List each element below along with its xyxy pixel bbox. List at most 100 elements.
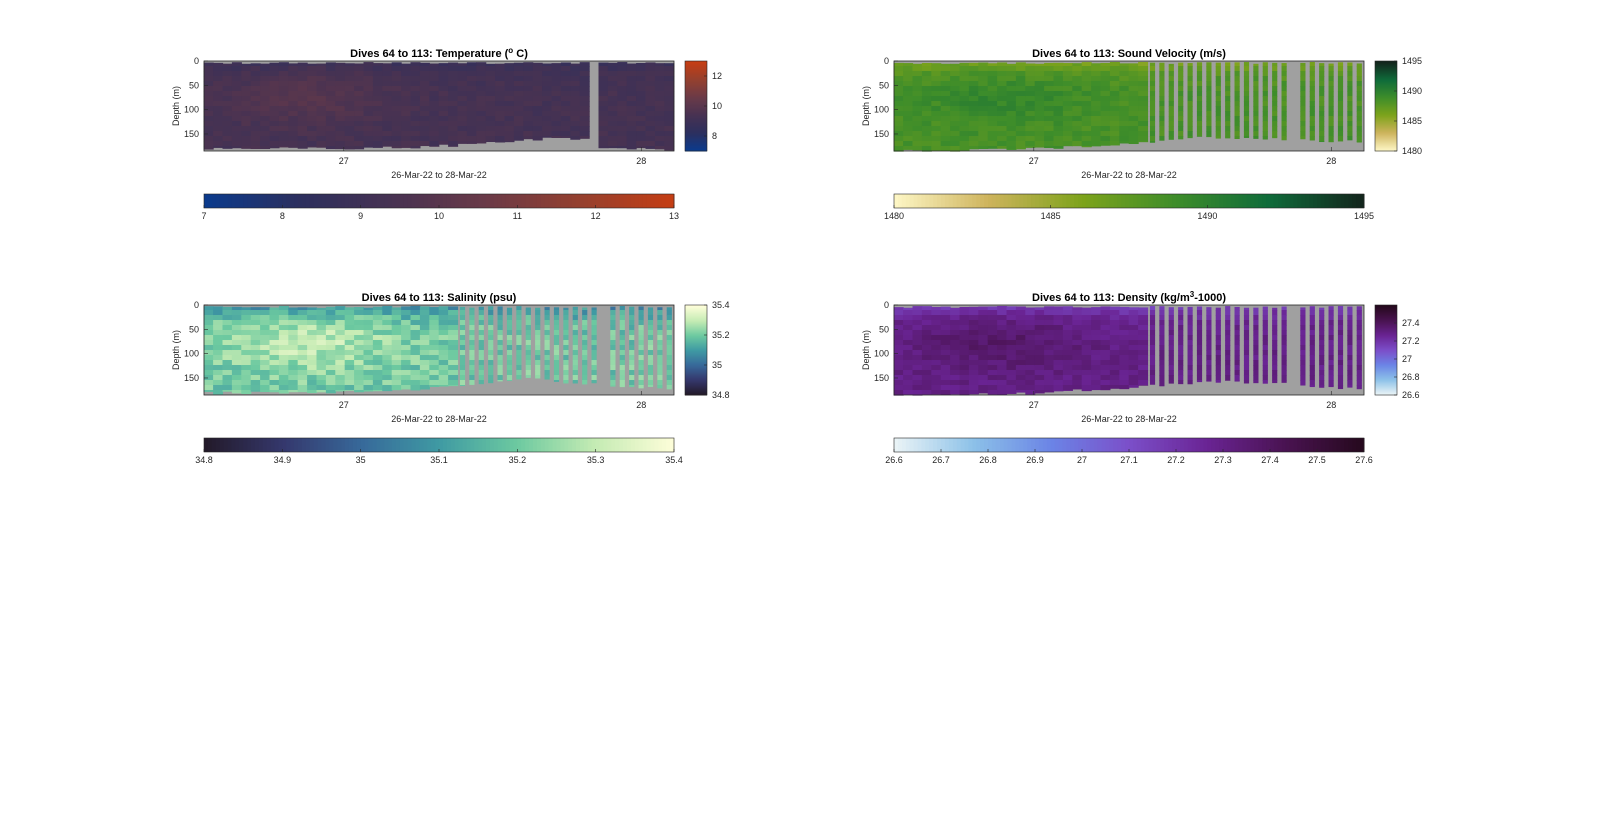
heatmap-cell xyxy=(344,126,355,132)
heatmap-cell xyxy=(1119,375,1130,381)
heatmap-cell xyxy=(410,310,421,316)
heatmap-cell xyxy=(987,96,998,102)
heatmap-cell xyxy=(1072,355,1083,361)
heatmap-cell xyxy=(1100,335,1111,341)
heatmap-cell xyxy=(363,380,374,386)
heatmap-cell xyxy=(401,345,412,351)
colorbar-segment xyxy=(941,438,946,452)
heatmap-cell xyxy=(516,320,522,326)
heatmap-cell xyxy=(269,335,280,341)
colorbar-segment xyxy=(1344,194,1349,208)
heatmap-cell xyxy=(1109,106,1120,112)
heatmap-cell xyxy=(1025,121,1036,127)
heatmap-cell xyxy=(1347,340,1353,346)
heatmap-cell xyxy=(278,306,289,311)
heatmap-cell xyxy=(1072,350,1083,356)
colorbar-segment xyxy=(1168,438,1173,452)
heatmap-cell xyxy=(459,375,466,381)
heatmap-cell xyxy=(419,375,430,381)
heatmap-cell xyxy=(325,141,336,147)
heatmap-cell xyxy=(363,360,374,366)
heatmap-cell xyxy=(354,141,365,147)
heatmap-cell xyxy=(466,71,477,77)
heatmap-cell xyxy=(1138,345,1149,351)
heatmap-cell xyxy=(1138,61,1149,67)
heatmap-cell xyxy=(626,91,637,97)
heatmap-cell xyxy=(607,91,618,97)
heatmap-cell xyxy=(1053,345,1064,351)
heatmap-cell xyxy=(968,335,979,341)
heatmap-cell xyxy=(1309,86,1315,92)
heatmap-cell xyxy=(495,106,506,112)
heatmap-cell xyxy=(1196,330,1203,336)
heatmap-cell xyxy=(1072,81,1083,87)
colorbar-segment xyxy=(415,194,420,208)
heatmap-cell xyxy=(1196,62,1203,67)
heatmap-cell xyxy=(354,136,365,142)
colorbar-segment xyxy=(204,438,209,452)
heatmap-cell xyxy=(1262,101,1268,107)
colorbar-segment xyxy=(1301,438,1306,452)
heatmap-cell xyxy=(1034,375,1045,381)
heatmap-cell xyxy=(1149,375,1156,381)
heatmap-cell xyxy=(372,335,383,341)
heatmap-cell xyxy=(1243,315,1250,321)
heatmap-cell xyxy=(921,340,932,346)
heatmap-cell xyxy=(591,345,597,351)
heatmap-cell xyxy=(940,126,951,132)
heatmap-cell xyxy=(893,121,904,127)
heatmap-cell xyxy=(1225,101,1231,107)
heatmap-cell xyxy=(1337,330,1344,336)
heatmap-cell xyxy=(563,340,569,346)
heatmap-cell xyxy=(532,62,543,67)
colorbar-segment xyxy=(1230,194,1236,208)
heatmap-cell xyxy=(1272,310,1278,316)
heatmap-cell xyxy=(222,365,233,371)
colorbar-segment xyxy=(1207,194,1212,208)
heatmap-cell xyxy=(231,320,242,326)
heatmap-cell xyxy=(903,307,914,311)
heatmap-cell xyxy=(931,96,942,102)
colorbar-segment xyxy=(458,438,463,452)
heatmap-cell xyxy=(269,76,280,82)
heatmap-cell xyxy=(582,380,588,385)
heatmap-cell xyxy=(1034,370,1045,376)
heatmap-cell xyxy=(485,136,496,142)
colorbar-segment xyxy=(685,63,707,66)
heatmap-cell xyxy=(1215,81,1221,87)
heatmap-cell xyxy=(476,66,487,72)
heatmap-cell xyxy=(535,330,541,336)
heatmap-cell xyxy=(1149,310,1156,316)
heatmap-cell xyxy=(1243,375,1250,381)
heatmap-cell xyxy=(1128,375,1139,381)
heatmap-cell xyxy=(448,91,459,97)
heatmap-cell xyxy=(1081,370,1092,376)
heatmap-cell xyxy=(203,355,214,361)
y-tick-label: 100 xyxy=(184,105,199,115)
heatmap-cell xyxy=(570,91,581,97)
heatmap-cell xyxy=(978,106,989,112)
heatmap-cell xyxy=(335,62,346,67)
heatmap-cell xyxy=(532,91,543,97)
heatmap-cell xyxy=(1337,131,1344,137)
heatmap-cell xyxy=(921,81,932,87)
heatmap-cell xyxy=(1109,306,1120,311)
colorbar-segment xyxy=(1375,383,1397,386)
heatmap-cell xyxy=(1034,315,1045,321)
colorbar-segment xyxy=(1007,194,1012,208)
heatmap-cell xyxy=(1196,306,1203,311)
heatmap-cell xyxy=(1015,106,1026,112)
colorbar-tick-label: 34.8 xyxy=(712,390,730,400)
heatmap-cell xyxy=(363,66,374,72)
heatmap-cell xyxy=(288,106,299,112)
heatmap-cell xyxy=(950,390,961,395)
heatmap-cell xyxy=(570,121,581,127)
heatmap-cell xyxy=(410,76,421,82)
heatmap-cell xyxy=(579,96,590,102)
colorbar-segment xyxy=(685,311,707,314)
heatmap-cell xyxy=(401,350,412,356)
heatmap-cell xyxy=(560,111,571,117)
colorbar-segment xyxy=(493,194,499,208)
heatmap-cell xyxy=(912,63,923,67)
colorbar-segment xyxy=(301,438,307,452)
